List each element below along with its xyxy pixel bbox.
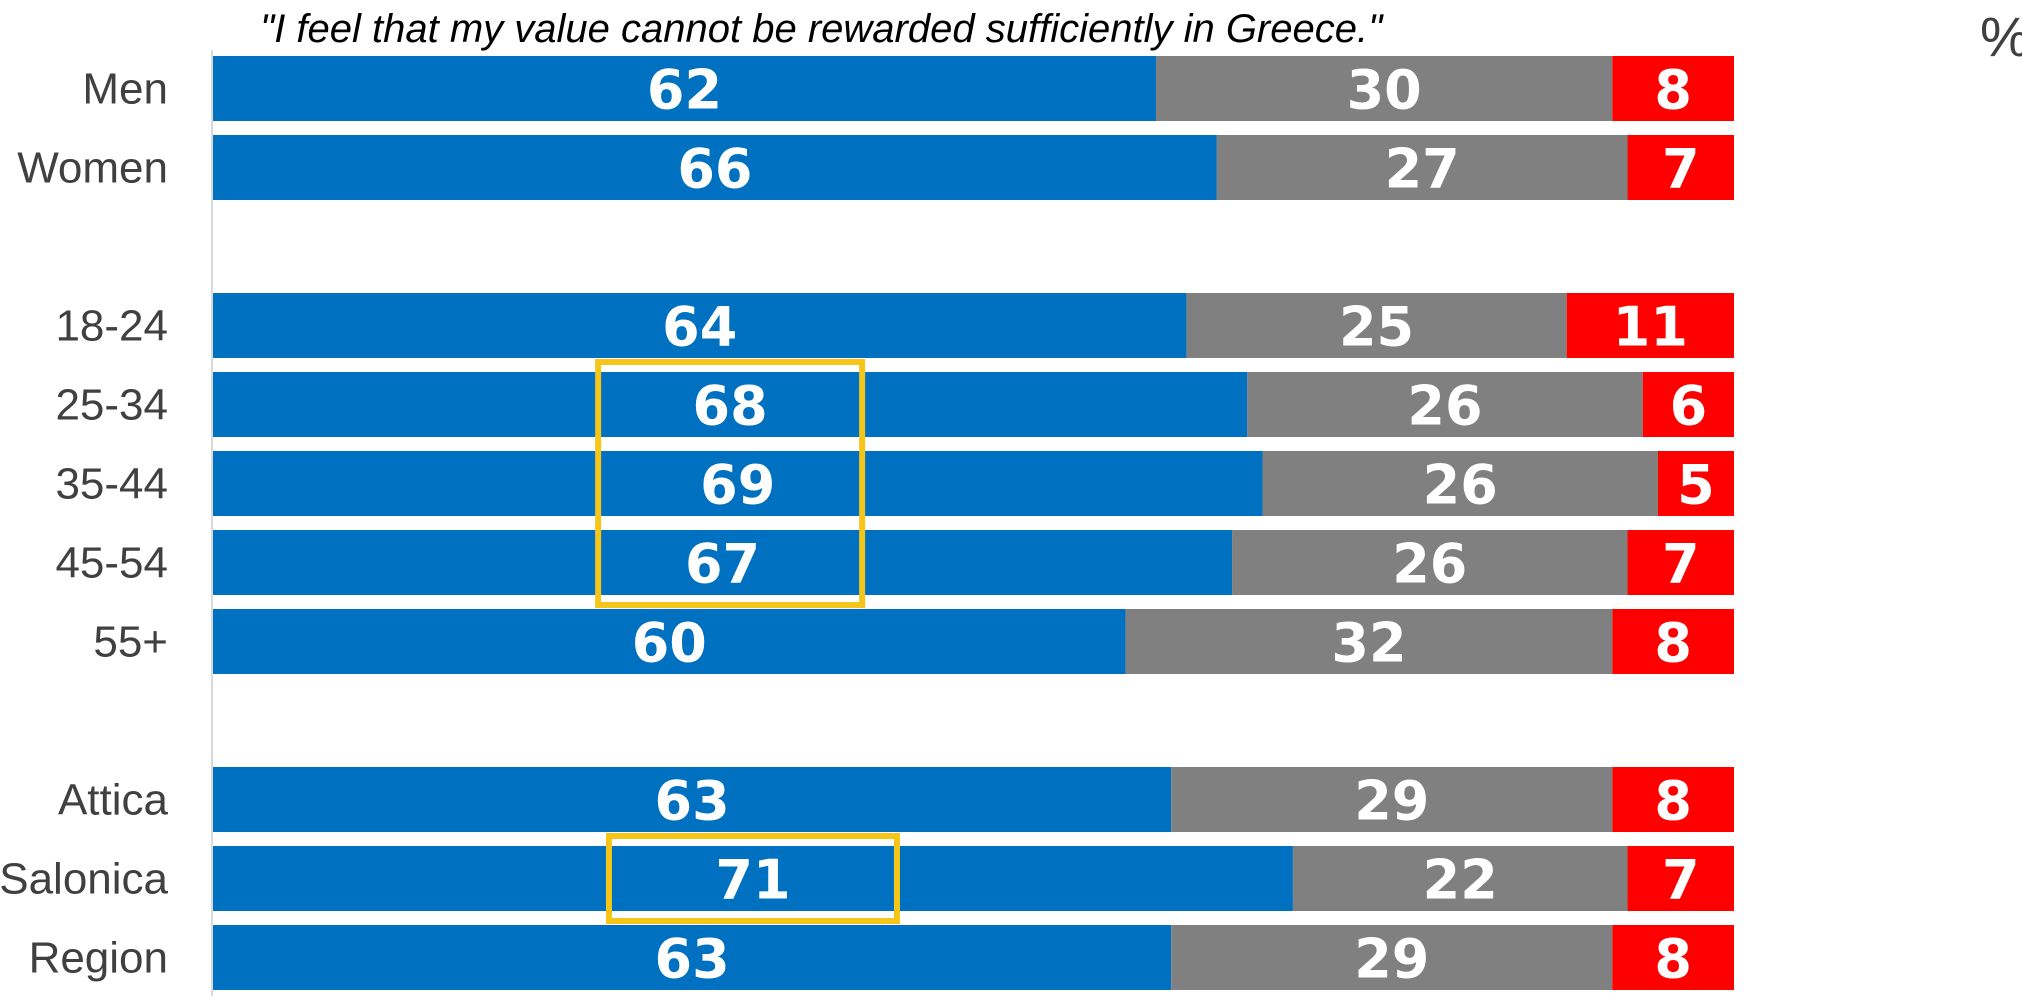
data-label: 69 [700,454,775,517]
bar-segment [1627,530,1734,595]
data-label: 71 [715,849,790,912]
bar-row-35-44: 35-44 69 26 5 [55,451,1734,517]
data-label: 68 [693,375,768,438]
bar-row-18-24: 18-24 64 25 11 [55,293,1734,359]
data-label: 29 [1354,770,1429,833]
bar-segment [1627,135,1734,200]
data-label: 62 [647,59,722,122]
data-label: 7 [1662,849,1700,912]
bar-segment [1171,925,1613,990]
data-label: 32 [1331,612,1406,675]
bar-segment [1657,451,1734,516]
chart-title: "I feel that my value cannot be rewarded… [260,7,1384,51]
bar-segment [213,293,1187,358]
bar-segment [213,846,1293,911]
bar-segment [213,372,1248,437]
bar-segment [213,530,1233,595]
bar-segment [1292,846,1628,911]
bar-segment [213,767,1172,832]
bar-segment [1612,609,1734,674]
bar-row-55: 55+ 60 32 8 [93,609,1734,675]
bar-segment [1156,56,1613,121]
bar-segment [1125,609,1613,674]
data-label: 8 [1654,928,1692,991]
data-label: 60 [632,612,707,675]
bar-segment [1247,372,1643,437]
bar-segment [1262,451,1658,516]
bar-segment [213,925,1172,990]
data-label: 27 [1385,138,1460,201]
data-label: 26 [1423,454,1498,517]
bar-segment [213,135,1217,200]
bar-row-women: Women 66 27 7 [17,135,1734,201]
category-label: 45-54 [55,539,168,588]
data-label: 29 [1354,928,1429,991]
bar-segment [213,56,1157,121]
data-label: 22 [1423,849,1498,912]
bar-segment [1566,293,1734,358]
bar-segment [1612,767,1734,832]
category-label: 55+ [93,618,168,667]
bar-segment [1612,925,1734,990]
bar-segment [1627,846,1734,911]
data-label: 8 [1654,612,1692,675]
data-label: 26 [1407,375,1482,438]
data-label: 26 [1392,533,1467,596]
data-label: 64 [662,296,737,359]
highlight-box [605,833,900,924]
bar-segment [213,451,1263,516]
data-label: 7 [1662,533,1700,596]
data-label: 7 [1662,138,1700,201]
data-label: 30 [1347,59,1422,122]
data-label: 66 [677,138,752,201]
data-label: 67 [685,533,760,596]
data-label: 63 [655,928,730,991]
bar-segment [1171,767,1613,832]
bar-row-region: Region 63 29 8 [29,925,1734,991]
highlight-boxes [595,359,900,924]
data-label: 63 [655,770,730,833]
bar-row-attica: Attica 63 29 8 [58,767,1734,833]
bar-segment [1186,293,1567,358]
bar-row-25-34: 25-34 68 26 6 [55,372,1734,438]
bar-row-men: Men 62 30 8 [82,56,1734,122]
category-label: 18-24 [55,302,168,351]
category-label: Men [82,65,168,114]
bar-segment [213,609,1126,674]
bar-segment [1642,372,1734,437]
category-label: Salonica [0,855,169,904]
data-label: 8 [1654,770,1692,833]
data-label: 5 [1677,454,1715,517]
category-label: Women [17,144,168,193]
data-label: 6 [1670,375,1708,438]
data-label: 25 [1339,296,1414,359]
category-label: 25-34 [55,381,168,430]
highlight-box [595,359,866,608]
bar-segment [1232,530,1628,595]
category-label: Region [29,934,168,983]
data-label: 8 [1654,59,1692,122]
bar-segment [1612,56,1734,121]
data-label: 11 [1613,296,1688,359]
bar-row-salonica: Salonica 71 22 7 [0,846,1734,912]
category-label: 35-44 [55,460,168,509]
unit-label: % [1980,5,2022,68]
category-label: Attica [58,776,169,825]
bar-segment [1216,135,1628,200]
bar-row-45-54: 45-54 67 26 7 [55,530,1734,596]
